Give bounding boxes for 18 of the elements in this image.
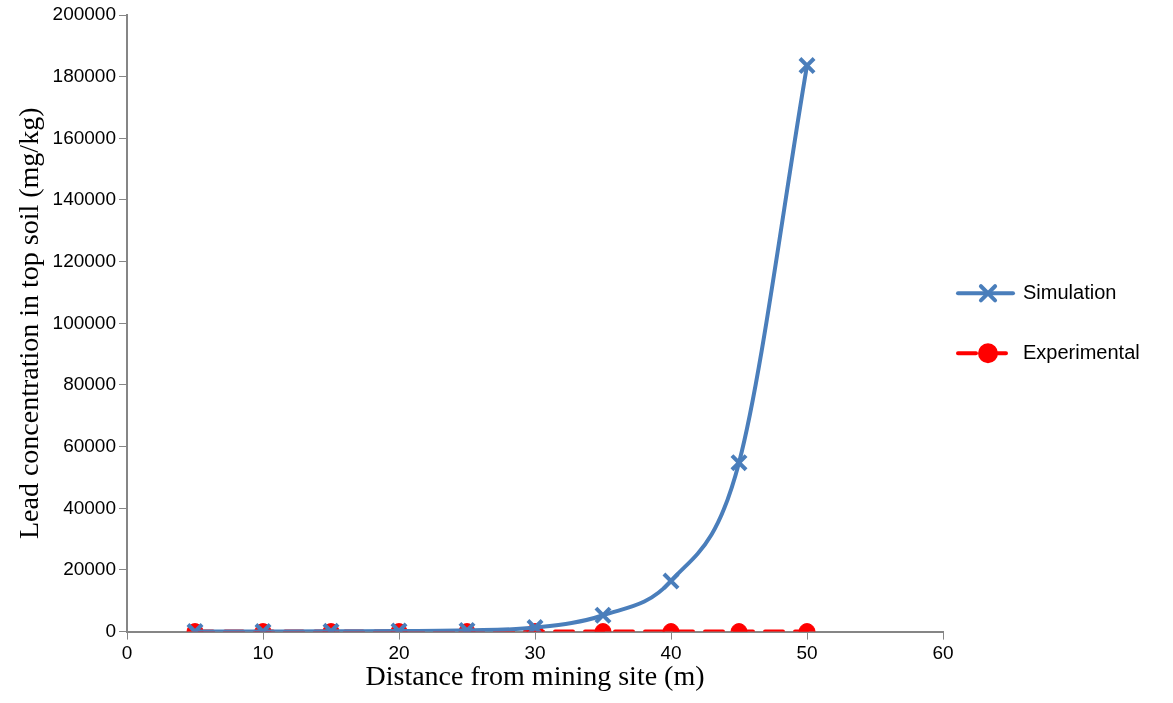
y-tick-label: 100000	[52, 311, 116, 333]
y-axis-title: Lead concentration in top soil (mg/kg)	[13, 107, 45, 540]
y-tick-label: 140000	[52, 188, 116, 210]
y-tick-label: 60000	[63, 434, 116, 456]
y-tick-label: 160000	[52, 126, 116, 148]
x-tick-label: 10	[252, 642, 274, 664]
y-tick-label: 80000	[63, 373, 116, 395]
x-tick-label: 60	[932, 642, 954, 664]
y-tick-label: 180000	[52, 64, 116, 86]
legend-label: Simulation	[1023, 280, 1117, 303]
y-tick-label: 0	[105, 619, 116, 641]
y-tick-label: 20000	[63, 558, 116, 580]
y-tick-label: 120000	[52, 249, 116, 271]
legend-label: Experimental	[1023, 340, 1140, 363]
x-tick-label: 0	[121, 642, 133, 664]
y-tick-label: 200000	[52, 3, 116, 25]
x-tick-label: 50	[796, 642, 818, 664]
y-tick-label: 40000	[63, 496, 116, 518]
